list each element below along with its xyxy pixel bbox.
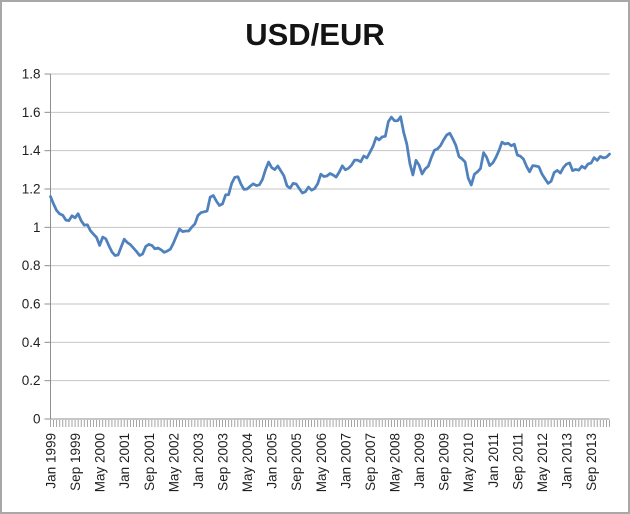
x-axis-label: Sep 2001 <box>142 433 157 491</box>
y-axis-label: 1.4 <box>22 143 41 158</box>
x-axis-label: May 2008 <box>388 433 403 492</box>
chart-title: USD/EUR <box>245 17 385 52</box>
x-axis-label: Jan 2011 <box>486 433 501 488</box>
x-axis-label: May 2006 <box>314 433 329 492</box>
x-axis-label: Sep 2009 <box>437 433 452 491</box>
y-axis-label: 0.6 <box>22 297 41 312</box>
x-axis-label: Sep 2013 <box>584 433 599 491</box>
x-axis-label: May 2000 <box>93 433 108 492</box>
x-axis-label: May 2012 <box>535 433 550 492</box>
x-axis-label: Jan 2013 <box>560 433 575 489</box>
y-axis-label: 1.6 <box>22 105 41 120</box>
x-axis-label: Sep 1999 <box>68 433 83 491</box>
y-axis-label: 0.4 <box>22 335 41 350</box>
y-axis-label: 1.8 <box>22 67 41 82</box>
x-axis-label: Jan 2007 <box>338 433 353 489</box>
x-axis-label: May 2002 <box>166 433 181 492</box>
x-axis-label: Jan 2009 <box>412 433 427 489</box>
x-axis-label: Jan 2003 <box>191 433 206 489</box>
x-axis-label: Jan 2005 <box>265 433 280 489</box>
y-axis-label: 0.2 <box>22 373 41 388</box>
y-axis-label: 0 <box>33 412 41 427</box>
x-axis-label: Sep 2011 <box>510 433 525 490</box>
y-axis-label: 1 <box>33 220 41 235</box>
x-axis-label: May 2004 <box>240 433 255 493</box>
y-axis-label: 1.2 <box>22 182 41 197</box>
x-axis-label: Jan 2001 <box>117 433 132 489</box>
x-axis-label: Sep 2007 <box>363 433 378 491</box>
x-axis-label: Sep 2005 <box>289 433 304 491</box>
x-axis-label: Sep 2003 <box>216 433 231 491</box>
x-axis-label: May 2010 <box>461 433 476 492</box>
y-axis-label: 0.8 <box>22 258 41 273</box>
x-axis-label: Jan 1999 <box>44 433 59 489</box>
data-series-line <box>49 115 611 257</box>
